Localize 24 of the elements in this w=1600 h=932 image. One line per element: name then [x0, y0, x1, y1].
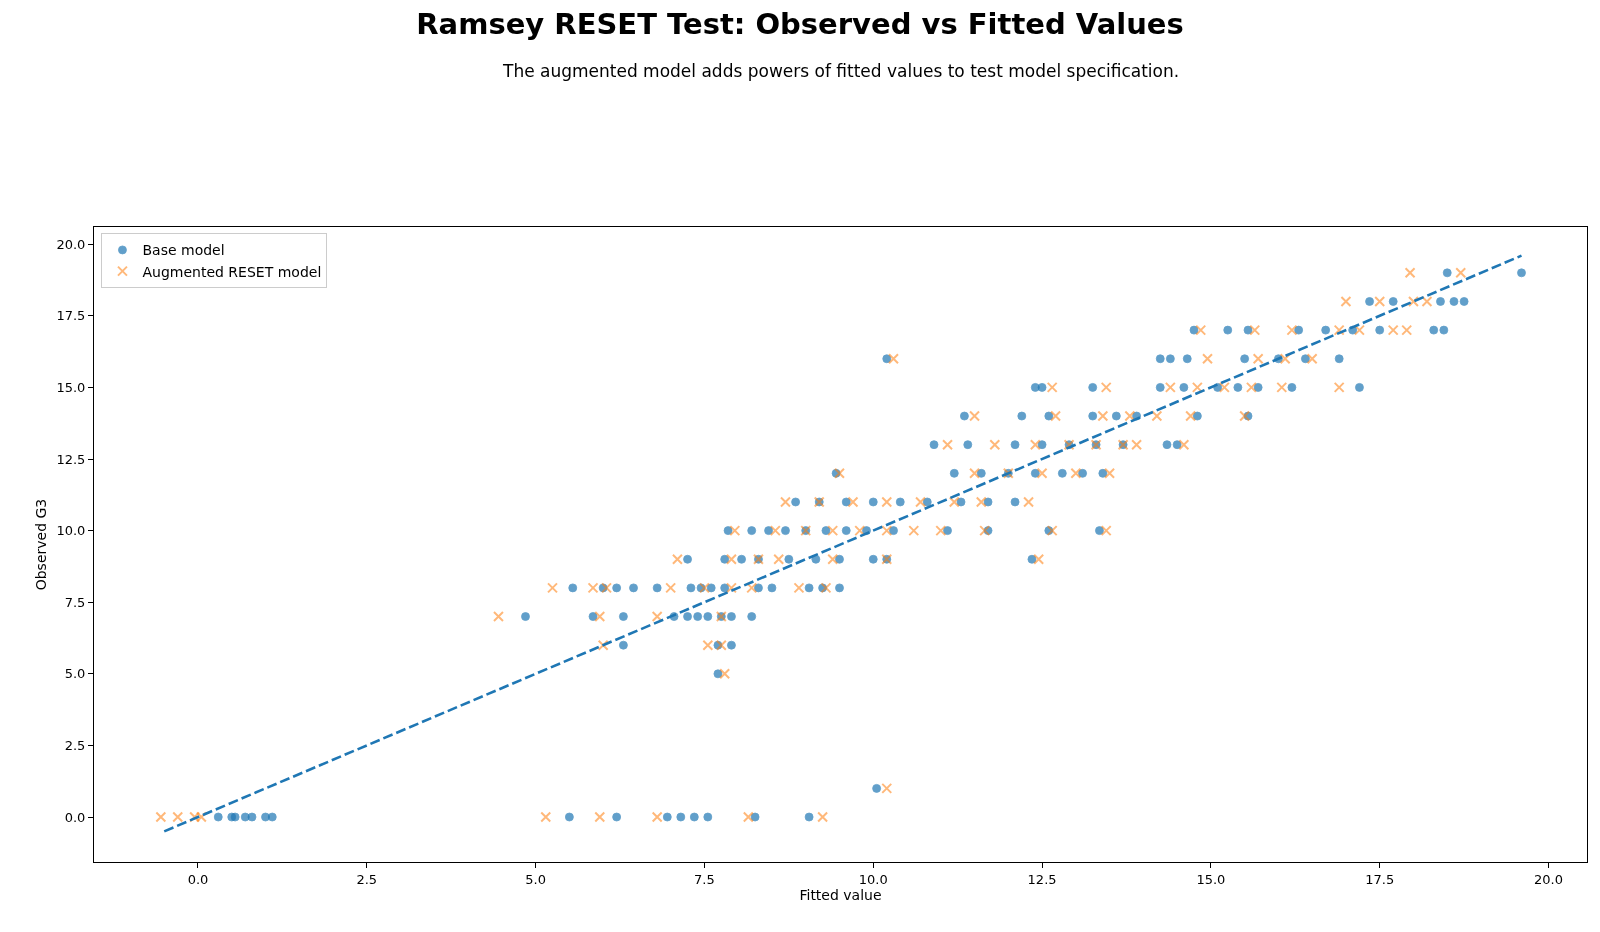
y-axis-title: Observed G3 [33, 498, 50, 591]
x-tick-label: 15.0 [1196, 871, 1226, 887]
y-tick-label: 12.5 [56, 451, 86, 467]
legend-label: Augmented RESET model [142, 263, 322, 280]
x-tick-label: 20.0 [1534, 871, 1563, 887]
x-tick-label: 0.0 [187, 871, 209, 887]
y-tick-label: 20.0 [56, 236, 86, 252]
chart-subtitle: The augmented model adds powers of fitted values to test model specification. [502, 61, 1180, 81]
x-axis-title: Fitted value [799, 886, 882, 903]
chart-title: Ramsey RESET Test: Observed vs Fitted Values [416, 7, 1184, 42]
y-tick-label: 17.5 [56, 308, 86, 324]
y-tick-label: 7.5 [64, 594, 86, 610]
x-tick-label: 2.5 [356, 871, 378, 887]
legend-label: Base model [142, 242, 225, 259]
x-tick-label: 10.0 [858, 871, 888, 887]
x-tick-label: 5.0 [525, 871, 546, 887]
y-tick-label: 5.0 [64, 666, 86, 682]
x-tick-label: 7.5 [694, 871, 715, 887]
y-tick-label: 0.0 [64, 809, 86, 825]
y-tick-label: 15.0 [56, 379, 86, 395]
x-tick-label: 17.5 [1365, 871, 1395, 887]
x-tick-label: 12.5 [1027, 871, 1057, 887]
y-tick-label: 10.0 [56, 523, 86, 539]
y-tick-label: 2.5 [64, 737, 86, 753]
